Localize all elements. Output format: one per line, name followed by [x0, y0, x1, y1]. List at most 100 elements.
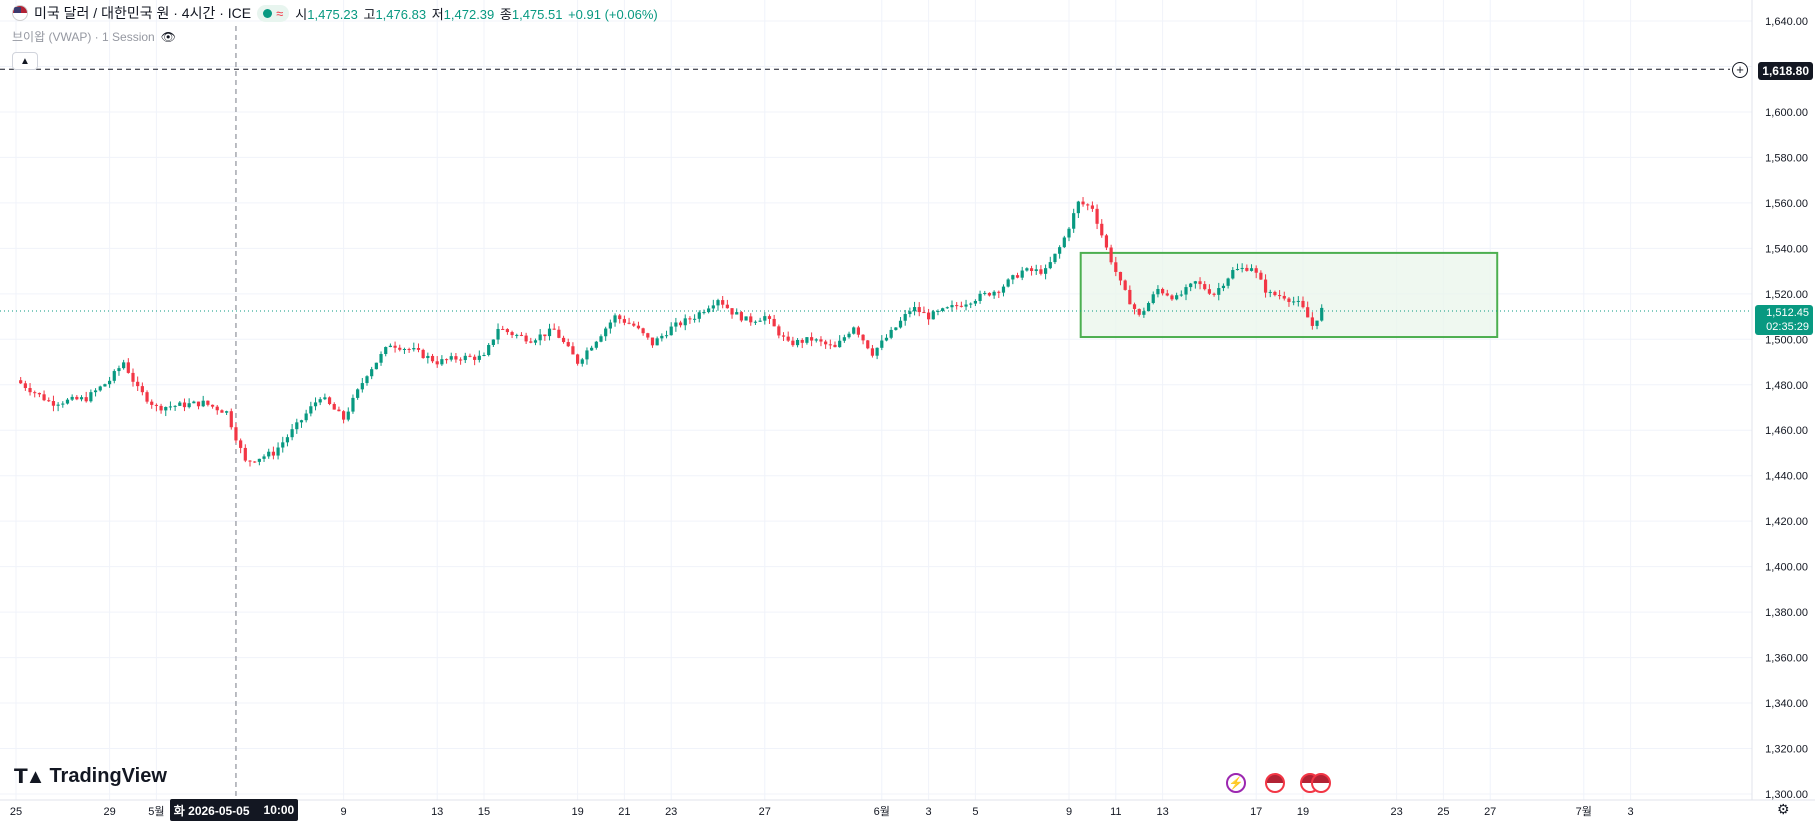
candle-body — [1025, 268, 1029, 271]
collapse-legend-button[interactable]: ▲ — [12, 52, 38, 70]
candle-body — [416, 348, 421, 350]
candle-body — [206, 400, 210, 405]
candle-body — [19, 380, 23, 384]
candle-body — [225, 411, 229, 413]
candle-body — [791, 340, 795, 346]
eye-hidden-icon[interactable]: 👁 — [160, 29, 176, 44]
candle-body — [1179, 294, 1183, 296]
candle-body — [674, 322, 678, 327]
candle-body — [360, 383, 364, 390]
candle-body — [1189, 283, 1193, 288]
time-tick-label: 21 — [618, 806, 630, 818]
candle-body — [786, 336, 790, 341]
candle-body — [1048, 262, 1052, 269]
candle-body — [702, 312, 706, 314]
candle-body — [510, 332, 514, 336]
candle-body — [650, 337, 655, 346]
candle-body — [1221, 285, 1226, 289]
candle-body — [627, 322, 631, 324]
candle-body — [37, 392, 41, 395]
price-tick-label: 1,360.00 — [1765, 653, 1808, 665]
us-event-flag-icon[interactable] — [1311, 773, 1331, 793]
time-tick-label: 23 — [1390, 806, 1402, 818]
candle-body — [800, 339, 804, 343]
candle-body — [1306, 307, 1310, 318]
price-tick-label: 1,640.00 — [1765, 16, 1808, 28]
candle-body — [1109, 247, 1113, 263]
candle-body — [89, 392, 93, 402]
time-tick-label: 25 — [10, 806, 22, 818]
candle-body — [744, 316, 748, 321]
candle-body — [678, 322, 683, 326]
us-event-flag-icon[interactable] — [1265, 773, 1285, 793]
rectangle-zone[interactable] — [1079, 251, 1499, 339]
price-axis[interactable]: 1,640.001,620.001,600.001,580.001,560.00… — [1765, 16, 1808, 801]
candle-body — [749, 316, 753, 323]
candle-body — [136, 381, 140, 387]
price-tick-label: 1,440.00 — [1765, 471, 1808, 483]
candle-body — [477, 355, 481, 360]
candle-body — [805, 337, 809, 343]
candle-body — [772, 318, 776, 327]
candle-body — [576, 354, 580, 364]
candle-body — [393, 345, 397, 348]
candle-body — [1020, 270, 1024, 278]
time-axis[interactable]: 25 29 5월 9 13 15 19 21 23 27 6월 3 5 9 11 13 17 19 23 25 27 7월… — [10, 805, 1634, 818]
candle-body — [866, 340, 870, 349]
candle-body — [533, 340, 538, 343]
bar-countdown: 02:35:29 — [1766, 321, 1809, 333]
settings-gear-icon[interactable]: ⚙ — [1777, 801, 1790, 817]
crosshair-time-label: 화 2026-05-05 10:00 — [170, 799, 298, 821]
candle-body — [1114, 262, 1118, 272]
add-alert-plus-icon[interactable]: + — [1732, 62, 1748, 78]
price-tick-label: 1,520.00 — [1765, 289, 1808, 301]
tradingview-mark-icon: 𝗧▲ — [14, 766, 45, 788]
market-status[interactable]: ≈ — [257, 4, 290, 22]
candle-body — [1090, 205, 1094, 209]
candle-body — [126, 362, 130, 373]
candle-body — [187, 403, 191, 408]
candle-body — [1292, 301, 1296, 303]
candle-body — [1203, 284, 1207, 290]
candle-body — [1015, 275, 1020, 278]
time-tick-label: 7월 — [1576, 805, 1592, 818]
candle-body — [56, 404, 60, 406]
price-tick-label: 1,480.00 — [1765, 380, 1808, 392]
delayed-data-icon: ≈ — [276, 5, 284, 21]
symbol-title[interactable]: 미국 달러 / 대한민국 원 · 4시간 · ICE — [34, 5, 252, 21]
candle-body — [1287, 298, 1291, 302]
dividend-bolt-icon[interactable]: ⚡ — [1226, 773, 1246, 793]
candle-body — [1146, 303, 1151, 312]
candle-body — [1263, 279, 1268, 293]
candle-body — [1320, 307, 1324, 321]
candle-body — [1067, 228, 1071, 238]
candle-body — [543, 334, 547, 337]
candle-body — [566, 342, 570, 347]
candle-body — [1226, 278, 1230, 286]
price-tick-label: 1,500.00 — [1765, 334, 1808, 346]
time-tick-label: 27 — [1484, 806, 1496, 818]
time-tick-label: 3 — [926, 806, 932, 818]
candle-body — [1212, 293, 1216, 295]
candle-body — [332, 404, 336, 410]
candle-body — [430, 355, 435, 362]
tradingview-logo[interactable]: 𝗧▲ TradingView — [14, 764, 167, 789]
candle-body — [753, 321, 758, 323]
candle-body — [407, 348, 411, 350]
time-tick-label: 17 — [1250, 806, 1262, 818]
candle-body — [346, 411, 350, 420]
candle-body — [1011, 275, 1015, 280]
candle-body — [529, 341, 533, 343]
candle-body — [1193, 281, 1197, 284]
candle-body — [767, 316, 772, 319]
candle-body — [852, 327, 856, 334]
indicator-name[interactable]: 브이왑 (VWAP) · 1 Session — [12, 30, 155, 44]
candle-body — [1072, 213, 1076, 229]
candle-body — [781, 335, 786, 337]
candle-body — [1207, 289, 1211, 294]
candle-body — [487, 344, 491, 356]
candle-body — [501, 328, 505, 330]
candle-body — [524, 335, 528, 342]
price-tick-label: 1,300.00 — [1765, 789, 1808, 801]
